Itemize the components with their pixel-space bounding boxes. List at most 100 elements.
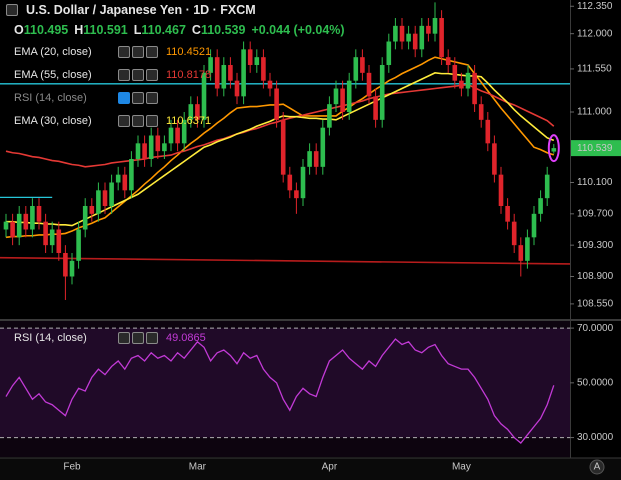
y-tick-label: 112.350 bbox=[577, 1, 613, 12]
candle-body bbox=[63, 252, 68, 277]
candle-body bbox=[307, 151, 312, 167]
time-axis bbox=[0, 458, 621, 480]
x-tick-label: May bbox=[452, 462, 471, 473]
candle-body bbox=[168, 127, 174, 144]
candle-body bbox=[327, 104, 332, 128]
candle-body bbox=[505, 205, 510, 222]
candle-body bbox=[56, 229, 62, 253]
candle-body bbox=[346, 80, 352, 113]
candle-body bbox=[386, 41, 392, 66]
rsi-band bbox=[0, 328, 570, 438]
y-tick-label: 111.000 bbox=[577, 107, 612, 118]
candle-body bbox=[195, 104, 200, 120]
candle-body bbox=[340, 88, 345, 113]
candle-body bbox=[531, 213, 537, 238]
candle-body bbox=[419, 25, 425, 50]
auto-button-label: A bbox=[594, 462, 601, 473]
y-tick-label: 109.700 bbox=[577, 208, 614, 219]
candle-body bbox=[551, 148, 557, 152]
candle-body bbox=[155, 135, 161, 152]
candle-body bbox=[49, 229, 55, 246]
rsi-line bbox=[5, 338, 555, 444]
candle-body bbox=[208, 57, 213, 73]
candle-body bbox=[280, 119, 286, 175]
candle-body bbox=[228, 65, 233, 81]
x-tick-label: Apr bbox=[322, 462, 338, 473]
candle-body bbox=[3, 221, 9, 230]
candle-body bbox=[465, 72, 471, 89]
candle-body bbox=[10, 221, 15, 238]
candle-body bbox=[472, 72, 477, 105]
candle-body bbox=[175, 127, 180, 144]
candle-body bbox=[498, 174, 504, 206]
highlight bbox=[547, 134, 560, 163]
candle-body bbox=[43, 221, 48, 246]
candle-body bbox=[412, 33, 418, 50]
price-pane bbox=[0, 2, 570, 300]
trend-line bbox=[0, 256, 570, 265]
candle-body bbox=[261, 57, 266, 81]
y-tick-label: 108.900 bbox=[577, 271, 614, 282]
candle-body bbox=[274, 88, 279, 120]
candle-body bbox=[102, 190, 108, 206]
ema-line bbox=[5, 56, 555, 239]
candle-body bbox=[452, 65, 458, 81]
candle-body bbox=[201, 72, 207, 120]
y-tick-label: 30.0000 bbox=[577, 432, 614, 443]
candle-body bbox=[544, 174, 550, 199]
axes: 112.350 112.000 111.550 111.000 110.100 109.7… bbox=[63, 1, 621, 475]
candle-body bbox=[525, 237, 530, 261]
candle-body bbox=[287, 174, 293, 191]
candle-body bbox=[234, 80, 240, 97]
candle-body bbox=[439, 18, 444, 58]
y-tick-label: 112.000 bbox=[577, 28, 613, 39]
candle-body bbox=[445, 57, 451, 66]
candle-body bbox=[267, 80, 273, 89]
candle-body bbox=[426, 25, 431, 34]
candle-body bbox=[36, 205, 42, 222]
candle-body bbox=[300, 166, 306, 199]
candle-body bbox=[76, 229, 81, 261]
rsi-plot bbox=[0, 327, 570, 444]
candle-body bbox=[247, 49, 253, 66]
candle-body bbox=[214, 57, 220, 89]
candle-body bbox=[511, 221, 517, 246]
candle-body bbox=[162, 143, 167, 152]
candle-body bbox=[478, 104, 484, 120]
candle-body bbox=[221, 65, 227, 89]
candle-body bbox=[353, 57, 359, 81]
candle-body bbox=[320, 127, 326, 167]
x-tick-label: Feb bbox=[63, 462, 81, 473]
y-tick-label: 109.300 bbox=[577, 240, 614, 251]
candle-body bbox=[518, 245, 524, 261]
candle-body bbox=[459, 80, 464, 89]
candle-body bbox=[254, 57, 260, 66]
candle-body bbox=[109, 182, 114, 206]
price-box-label: 110.539 bbox=[577, 143, 613, 154]
candle-body bbox=[16, 213, 22, 238]
price-box bbox=[571, 140, 621, 157]
y-tick-label: 70.0000 bbox=[577, 323, 614, 334]
candle-body bbox=[406, 33, 411, 42]
candle-body bbox=[313, 151, 319, 167]
y-tick-label: 111.550 bbox=[577, 64, 612, 75]
candle-body bbox=[373, 96, 378, 120]
auto-button bbox=[589, 459, 605, 475]
candle-body bbox=[23, 213, 29, 230]
candle-body bbox=[538, 198, 543, 214]
candle-body bbox=[399, 25, 405, 42]
candle-body bbox=[129, 159, 134, 191]
candle-body bbox=[142, 143, 147, 159]
candle-body bbox=[122, 174, 128, 191]
y-tick-label: 50.0000 bbox=[577, 377, 614, 388]
candle-body bbox=[333, 88, 339, 105]
candle-body bbox=[294, 190, 299, 199]
candle-body bbox=[69, 260, 75, 277]
candle-body bbox=[432, 18, 438, 34]
candle-body bbox=[181, 119, 187, 144]
candle-body bbox=[492, 143, 497, 175]
candle-body bbox=[96, 190, 101, 214]
y-tick-label: 108.550 bbox=[577, 299, 614, 310]
candle-body bbox=[115, 174, 121, 183]
